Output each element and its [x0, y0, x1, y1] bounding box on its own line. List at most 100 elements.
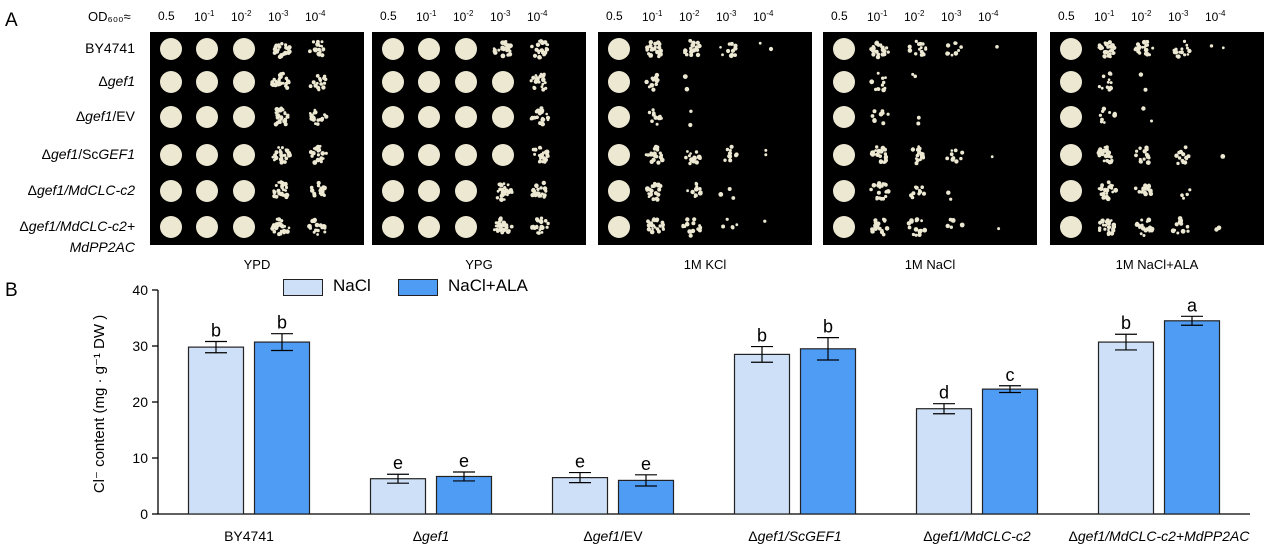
- colony-spot: [382, 144, 404, 166]
- colony-dot: [917, 229, 923, 234]
- colony-spot: [233, 106, 255, 128]
- colony-dot: [688, 233, 693, 238]
- dilution-label: 0.5: [1058, 9, 1075, 23]
- colony-dot: [1185, 224, 1190, 229]
- colony-dot: [689, 157, 694, 163]
- colony-dot: [655, 122, 659, 126]
- colony-dot: [280, 159, 284, 164]
- colony-dot: [279, 229, 284, 234]
- colony-dot: [922, 227, 928, 233]
- dilution-label: 0.5: [380, 9, 397, 23]
- colony-dot: [1209, 44, 1214, 48]
- colony-dot: [661, 223, 665, 227]
- colony-dot: [924, 46, 928, 50]
- colony-dot: [270, 226, 275, 231]
- colony-dot: [541, 87, 546, 92]
- colony-spot: [455, 216, 477, 238]
- colony-dot: [537, 111, 542, 116]
- colony-dot: [277, 77, 281, 81]
- colony-dot: [495, 227, 499, 232]
- colony-dot: [1147, 156, 1151, 160]
- colony-dot: [733, 46, 738, 51]
- colony-dot: [1186, 154, 1191, 159]
- colony-dot: [499, 194, 503, 198]
- colony-dot: [921, 152, 925, 156]
- colony-dot: [502, 187, 505, 191]
- plate-2: [372, 32, 586, 245]
- colony-dot: [763, 219, 767, 223]
- colony-dot: [541, 82, 545, 86]
- colony-dot: [1099, 192, 1104, 196]
- bar-nacl-ala: [799, 348, 857, 515]
- colony-dot: [273, 49, 277, 53]
- colony-dot: [273, 122, 279, 127]
- dilution-label: 10-2: [679, 9, 700, 24]
- colony-dot: [496, 189, 500, 193]
- colony-dot: [649, 48, 653, 52]
- colony-dot: [907, 225, 912, 230]
- colony-dot: [1134, 153, 1138, 158]
- colony-dot: [1178, 149, 1183, 154]
- colony-spot: [196, 144, 218, 166]
- colony-dot: [532, 53, 538, 58]
- colony-dot: [884, 226, 890, 231]
- colony-spot: [196, 71, 218, 93]
- colony-dot: [646, 227, 652, 232]
- colony-dot: [1106, 221, 1110, 225]
- colony-dot: [1107, 40, 1112, 45]
- colony-dot: [539, 186, 543, 190]
- colony-dot: [692, 217, 697, 222]
- colony-dot: [1174, 47, 1178, 51]
- colony-dot: [1185, 46, 1189, 50]
- colony-dot: [729, 41, 734, 46]
- colony-dot: [1135, 149, 1139, 153]
- colony-dot: [1182, 39, 1187, 43]
- colony-dot: [886, 112, 890, 116]
- colony-dot: [276, 217, 282, 222]
- colony-dot: [871, 46, 876, 51]
- colony-dot: [314, 222, 320, 228]
- dilution-label: 10-2: [904, 9, 925, 24]
- colony-dot: [658, 183, 663, 189]
- colony-dot: [915, 147, 921, 152]
- colony-dot: [661, 226, 665, 230]
- colony-spot: [608, 38, 630, 60]
- colony-dot: [500, 53, 506, 59]
- colony-dot: [275, 113, 280, 118]
- colony-spot: [160, 71, 182, 93]
- colony-dot: [690, 189, 695, 195]
- colony-dot: [686, 189, 689, 193]
- colony-dot: [950, 149, 954, 152]
- colony-dot: [653, 45, 657, 49]
- colony-dot: [274, 184, 278, 187]
- colony-dot: [648, 187, 652, 192]
- colony-dot: [311, 151, 316, 156]
- colony-dot: [322, 193, 326, 197]
- colony-dot: [945, 51, 950, 56]
- colony-dot: [540, 231, 544, 234]
- colony-dot: [683, 48, 688, 54]
- colony-dot: [503, 198, 506, 201]
- colony-dot: [731, 226, 735, 230]
- strain-label: Δgef1/MdCLC-c2: [27, 182, 135, 198]
- colony-dot: [876, 52, 881, 57]
- colony-dot: [1182, 196, 1185, 200]
- plate-4: [823, 32, 1037, 245]
- colony-dot: [274, 43, 279, 48]
- colony-dot: [274, 107, 280, 112]
- colony-dot: [1103, 227, 1107, 231]
- colony-dot: [283, 112, 287, 116]
- colony-dot: [1144, 152, 1149, 157]
- colony-dot: [880, 83, 884, 87]
- colony-dot: [1112, 51, 1116, 55]
- colony-dot: [1183, 53, 1187, 57]
- dilution-label: 10-1: [642, 9, 663, 24]
- colony-dot: [697, 228, 702, 233]
- colony-spot: [608, 216, 630, 238]
- significance-letter: b: [277, 313, 287, 333]
- colony-dot: [689, 152, 692, 155]
- colony-dot: [915, 153, 920, 158]
- dilution-label: 10-4: [978, 9, 999, 24]
- colony-dot: [272, 194, 277, 199]
- colony-dot: [1145, 187, 1150, 191]
